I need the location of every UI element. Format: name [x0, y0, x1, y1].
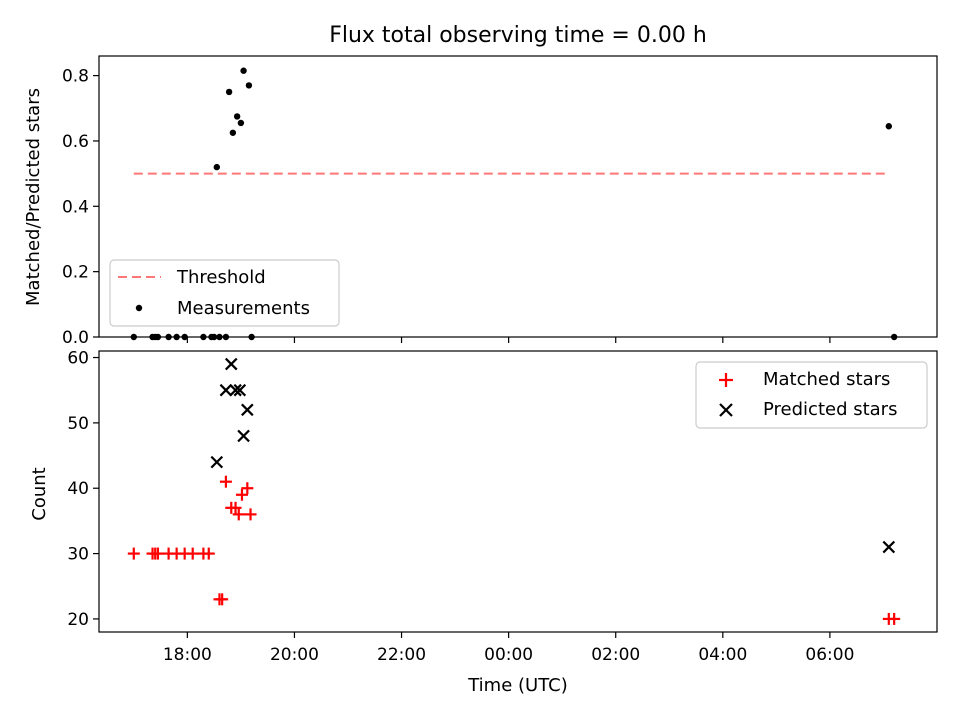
top-y-tick-label: 0.2: [62, 263, 89, 283]
matched-star-marker: [229, 501, 242, 514]
matched-star-marker: [232, 508, 245, 521]
matched-star-marker: [216, 593, 229, 606]
measurement-point: [240, 67, 247, 74]
bottom-y-tick-label: 40: [67, 479, 89, 499]
bottom-panel: 20 30 40 50 60 18:00 20:00 22:00 00:00 02:00 04:0…: [29, 349, 938, 696]
bottom-legend-box: [695, 361, 928, 429]
matched-star-marker: [219, 475, 232, 488]
chart-title: Flux total observing time = 0.00 h: [329, 23, 707, 48]
predicted-star-marker: [210, 455, 224, 469]
matched-stars-legend-marker: [719, 373, 733, 387]
matched-star-marker: [127, 547, 140, 560]
measurement-point: [237, 119, 245, 127]
bottom-plot-frame: [98, 350, 938, 633]
bottom-y-axis-label: Count: [29, 467, 50, 520]
top-y-tick-label: 0.4: [62, 197, 89, 217]
predicted-stars-legend-marker: [719, 403, 733, 417]
top-y-axis-label: Matched/Predicted stars: [23, 88, 44, 306]
top-x-ticks: [186, 337, 831, 343]
matched-star-marker: [151, 547, 164, 560]
top-panel: 0.00.20.40.60.8 Matched/Predicted stars …: [23, 55, 938, 348]
bottom-x-tick-label: 06:00: [805, 645, 854, 665]
bottom-x-tick-label: 22:00: [377, 645, 426, 665]
top-legend: Threshold Measurements: [109, 259, 340, 327]
predicted-star-marker: [219, 383, 233, 397]
predicted-star-marker: [237, 429, 250, 443]
measurement-point: [245, 82, 253, 89]
bottom-x-tick-label: 04:00: [698, 645, 747, 665]
bottom-y-tick-label: 60: [67, 349, 89, 369]
measurement-point: [885, 123, 893, 130]
bottom-y-tick-label: 20: [67, 610, 89, 630]
matched-star-marker: [235, 488, 248, 501]
predicted-star-marker: [233, 383, 247, 397]
bottom-y-axis: 20 30 40 50 60: [67, 349, 99, 630]
bottom-legend: Matched stars Predicted stars: [695, 361, 928, 429]
bottom-x-tick-label: 02:00: [591, 645, 640, 665]
predicted-star-marker: [241, 403, 254, 417]
top-plot-frame: [98, 55, 938, 338]
top-y-tick-label: 0.6: [62, 132, 89, 152]
measurements-legend-label: Measurements: [177, 298, 310, 319]
measurement-point: [225, 88, 233, 96]
matched-star-marker: [888, 612, 901, 625]
matched-star-marker: [244, 508, 257, 521]
predicted-star-marker: [882, 540, 896, 554]
measurements-legend-marker: [135, 304, 143, 312]
top-y-tick-label: 0.0: [62, 328, 89, 348]
bottom-x-tick-label: 18:00: [163, 645, 212, 665]
matched-stars-series: [127, 475, 901, 625]
bottom-x-tick-label: 00:00: [484, 645, 533, 665]
threshold-legend-label: Threshold: [176, 267, 266, 288]
bottom-y-tick-label: 50: [67, 414, 89, 434]
matched-stars-legend-label: Matched stars: [763, 369, 890, 390]
matched-star-marker: [241, 482, 254, 495]
bottom-x-tick-label: 20:00: [270, 645, 319, 665]
bottom-x-axis: 18:00 20:00 22:00 00:00 02:00 04:00 06:00: [163, 632, 854, 665]
measurement-point: [229, 129, 237, 136]
predicted-star-marker: [224, 357, 238, 371]
predicted-stars-series: [210, 357, 896, 554]
top-legend-box: [109, 259, 340, 327]
matched-star-marker: [202, 547, 215, 560]
bottom-y-tick-label: 30: [67, 545, 89, 565]
measurement-point: [213, 163, 221, 171]
matched-star-marker: [186, 547, 199, 560]
predicted-star-marker: [229, 383, 242, 397]
top-y-axis: 0.0 0.2 0.4 0.6 0.8: [62, 67, 99, 348]
top-y-tick-label: 0.8: [62, 67, 89, 87]
bottom-x-axis-label: Time (UTC): [467, 675, 568, 696]
predicted-stars-legend-label: Predicted stars: [763, 399, 897, 420]
measurement-point: [233, 113, 241, 120]
